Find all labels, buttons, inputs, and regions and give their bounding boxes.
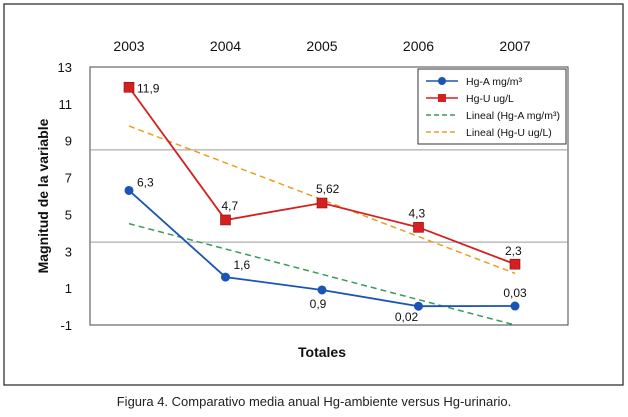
data-point (124, 185, 134, 195)
data-point (220, 214, 231, 226)
data-point (509, 258, 521, 270)
data-point (316, 197, 328, 209)
trendline (128, 125, 516, 275)
data-label: 1,6 (234, 258, 251, 272)
data-label: 4,7 (222, 199, 239, 213)
y-tick-label: 1 (65, 281, 72, 296)
data-point (510, 301, 520, 311)
x-tick-label: 2004 (210, 38, 241, 54)
data-point (317, 285, 327, 295)
data-label: 0,03 (503, 286, 527, 300)
y-tick-label: 9 (65, 134, 72, 149)
data-series: 6,3 1,6 0,9 0,02 0,03 11,9 4,7 5,62 4,3 2,3 (123, 81, 527, 324)
y-axis-label: Magnitud de la variable (35, 118, 51, 273)
y-tick-label: -1 (60, 318, 72, 333)
y-tick-label: 7 (65, 171, 72, 186)
legend-label: Lineal (Hg-U ug/L) (466, 127, 552, 139)
y-tick-label: 5 (65, 207, 72, 222)
y-tick-label: 11 (59, 97, 73, 112)
data-label: 5,62 (316, 182, 340, 196)
data-label: 11,9 (137, 81, 160, 95)
data-label: 0,9 (310, 297, 327, 311)
x-tick-label: 2003 (113, 38, 144, 54)
data-point (414, 301, 423, 311)
legend-marker (438, 94, 446, 102)
x-tick-label: 2007 (499, 38, 530, 54)
gridlines (90, 149, 568, 243)
legend-label: Hg-A mg/m³ (466, 76, 523, 88)
figure-caption: Figura 4. Comparativo media anual Hg-amb… (116, 394, 512, 409)
x-axis-label: Totales (298, 344, 346, 360)
legend-label: Lineal (Hg-A mg/m³) (466, 110, 560, 122)
legend-label: Hg-U ug/L (466, 93, 514, 105)
data-label: 6,3 (137, 175, 154, 189)
data-label: 0,02 (395, 310, 419, 324)
legend: Hg-A mg/m³ Hg-U ug/L Lineal (Hg-A mg/m³) Li… (417, 68, 567, 145)
x-tick-labels: 2003 2004 2005 2006 2007 (113, 38, 530, 54)
y-tick-label: 3 (65, 244, 72, 259)
data-label: 4,3 (409, 206, 426, 220)
data-point (413, 222, 424, 233)
data-label: 2,3 (505, 244, 522, 258)
trendlines (128, 125, 516, 326)
x-tick-label: 2005 (306, 38, 337, 54)
data-point (221, 272, 230, 282)
legend-marker (438, 77, 446, 85)
trendline (128, 222, 516, 326)
x-tick-label: 2006 (403, 38, 434, 54)
data-point (123, 81, 135, 93)
y-tick-label: 13 (58, 60, 72, 75)
